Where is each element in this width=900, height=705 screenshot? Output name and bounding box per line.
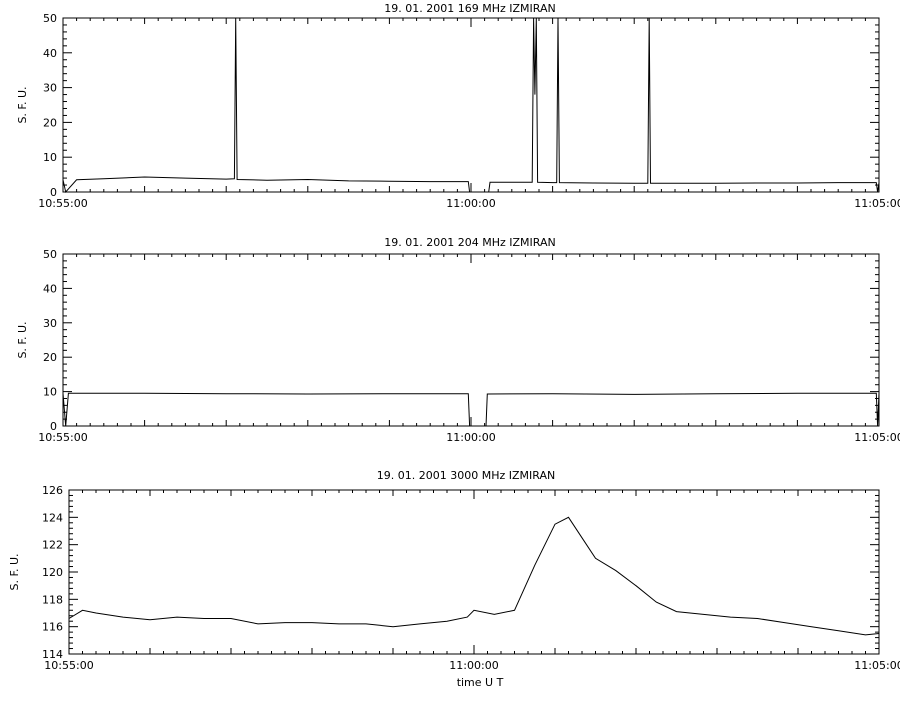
y-tick-label: 20 (43, 116, 57, 129)
y-tick-label: 30 (43, 82, 57, 95)
x-tick-label: 10:55:00 (38, 197, 87, 210)
y-tick-label: 50 (43, 248, 57, 261)
y-tick-label: 40 (43, 47, 57, 60)
y-tick-label: 124 (42, 511, 63, 524)
y-tick-label: 30 (43, 317, 57, 330)
x-tick-label: 10:55:00 (38, 431, 87, 444)
x-axis-label: time U T (457, 676, 504, 689)
y-tick-label: 122 (42, 539, 63, 552)
y-tick-label: 0 (50, 420, 57, 433)
plot-frame (62, 253, 880, 427)
series-line-1 (62, 392, 880, 427)
chart-title: 19. 01. 2001 3000 MHz IZMIRAN (377, 469, 555, 482)
y-tick-label: 50 (43, 12, 57, 25)
y-axis-label: S. F. U. (16, 86, 29, 123)
chart-panel-3: 19. 01. 2001 3000 MHz IZMIRAN S. F. U. 114… (8, 469, 900, 689)
y-tick-label: 126 (42, 484, 63, 497)
x-tick-label: 10:55:00 (44, 659, 93, 672)
x-tick-label: 11:05:00 (854, 659, 900, 672)
y-tick-label: 120 (42, 566, 63, 579)
x-tick-label: 11:00:00 (446, 431, 495, 444)
y-tick-label: 20 (43, 351, 57, 364)
series-line-1 (68, 516, 880, 636)
y-tick-label: 40 (43, 282, 57, 295)
chart-panel-1: 19. 01. 2001 169 MHz IZMIRAN S. F. U. 0 10 2… (16, 2, 900, 210)
y-tick-label: 116 (42, 621, 63, 634)
y-axis-label: S. F. U. (16, 321, 29, 358)
x-tick-label: 11:00:00 (446, 197, 495, 210)
plot-frame (62, 17, 880, 193)
y-tick-label: 118 (42, 593, 63, 606)
x-tick-label: 11:05:00 (854, 431, 900, 444)
y-tick-label: 114 (42, 648, 63, 661)
chart-panel-2: 19. 01. 2001 204 MHz IZMIRAN S. F. U. 0 10 2… (16, 236, 900, 444)
x-tick-label: 11:00:00 (449, 659, 498, 672)
series-line-1 (62, 17, 880, 194)
chart-title: 19. 01. 2001 204 MHz IZMIRAN (384, 236, 555, 249)
chart-title: 19. 01. 2001 169 MHz IZMIRAN (384, 2, 555, 15)
plot-frame (68, 489, 880, 655)
x-tick-label: 11:05:00 (854, 197, 900, 210)
y-tick-label: 0 (50, 186, 57, 199)
y-tick-label: 10 (43, 386, 57, 399)
y-tick-label: 10 (43, 151, 57, 164)
y-axis-label: S. F. U. (8, 553, 21, 590)
